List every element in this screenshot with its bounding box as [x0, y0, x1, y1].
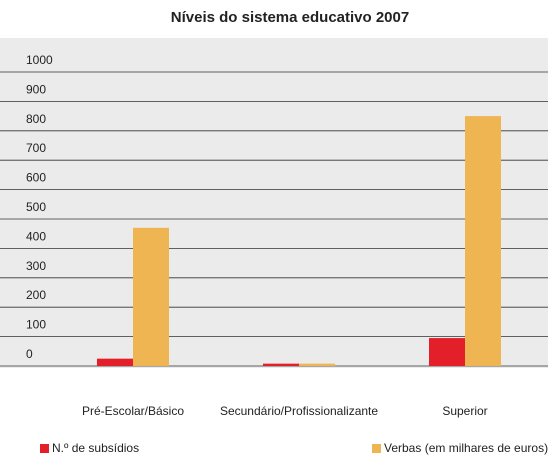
y-tick-label: 700 [26, 141, 46, 155]
x-tick-label: Secundário/Profissionalizante [220, 404, 378, 418]
legend-label: Verbas (em milhares de euros) [384, 441, 548, 455]
y-tick-label: 200 [26, 288, 46, 302]
y-tick-label: 100 [26, 318, 46, 332]
bar [97, 358, 133, 366]
legend-label: N.º de subsídios [52, 441, 139, 455]
y-tick-label: 0 [26, 347, 33, 361]
bar [429, 338, 465, 366]
y-tick-label: 1000 [26, 53, 53, 67]
y-tick-label: 800 [26, 112, 46, 126]
x-tick-label: Pré-Escolar/Básico [82, 404, 184, 418]
bar [263, 363, 299, 366]
bar [299, 363, 335, 366]
y-tick-label: 300 [26, 259, 46, 273]
plot-background [0, 38, 548, 368]
bar [465, 116, 501, 366]
legend-swatch [40, 444, 49, 453]
chart-title: Níveis do sistema educativo 2007 [171, 9, 409, 26]
bar [133, 227, 169, 366]
x-tick-label: Superior [442, 404, 487, 418]
y-tick-label: 400 [26, 229, 46, 243]
y-tick-label: 600 [26, 171, 46, 185]
y-tick-label: 500 [26, 200, 46, 214]
legend-swatch [372, 444, 381, 453]
y-tick-label: 900 [26, 82, 46, 96]
